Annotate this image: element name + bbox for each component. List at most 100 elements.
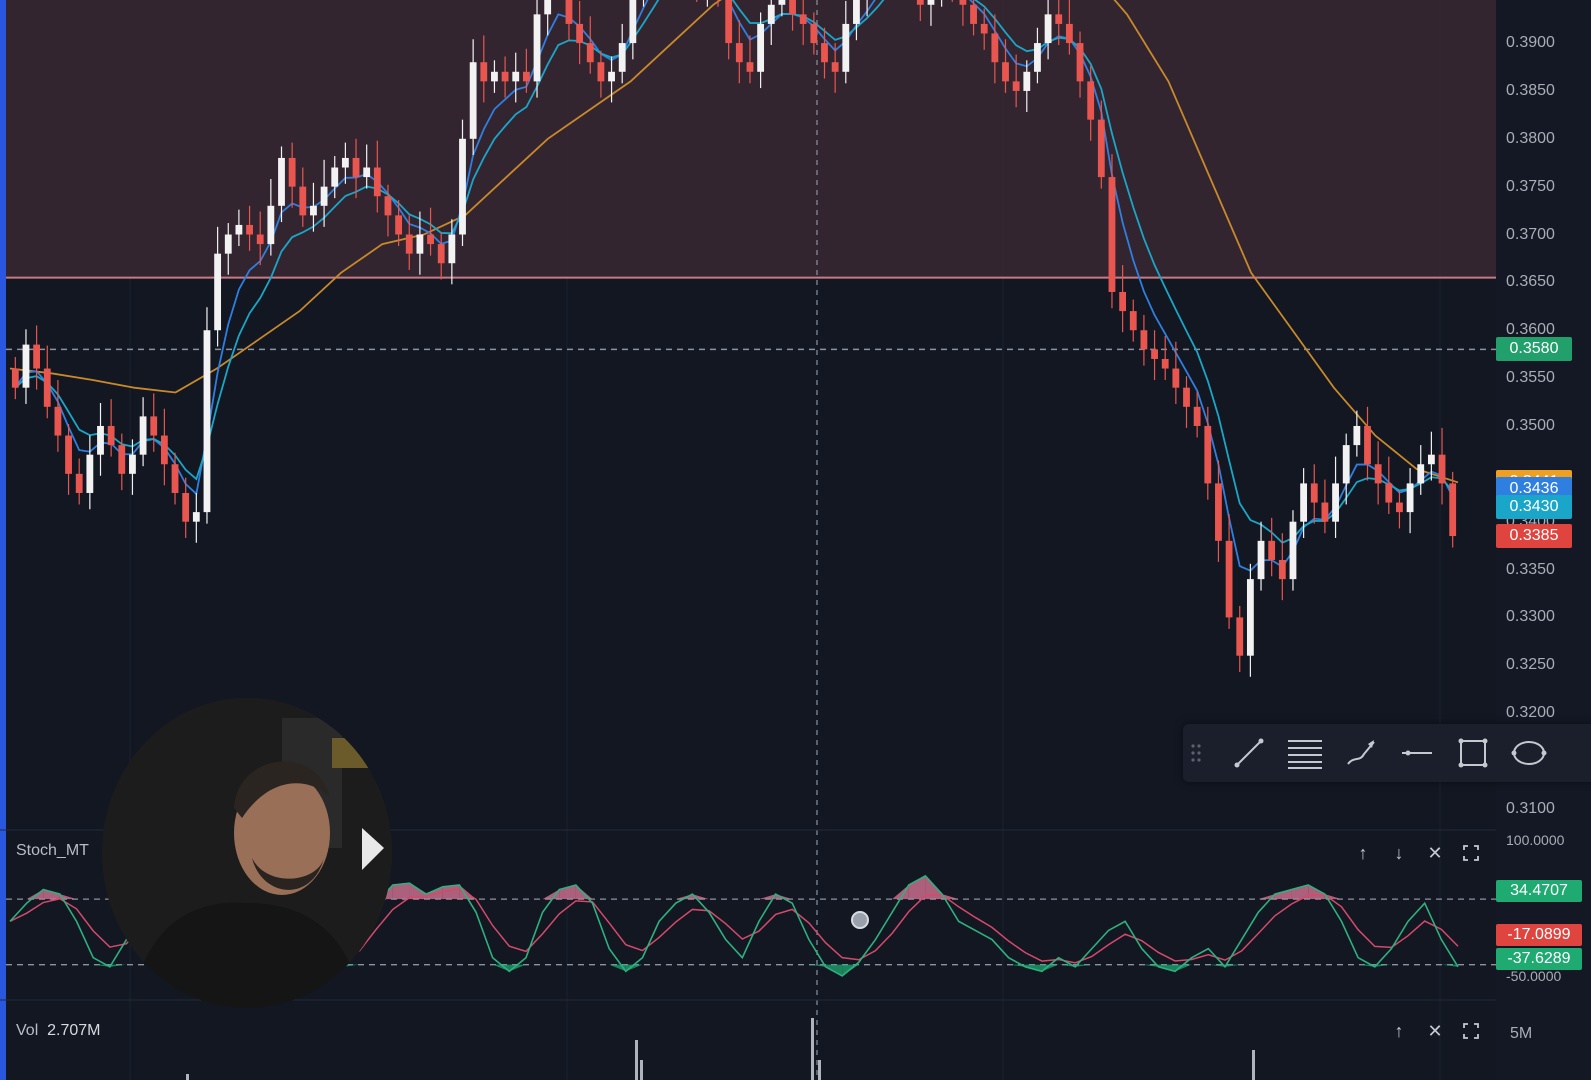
candle bbox=[1012, 81, 1020, 91]
price-axis-tick: 0.3550 bbox=[1506, 369, 1555, 387]
candle bbox=[778, 0, 786, 5]
stoch-oversold-fill bbox=[509, 964, 526, 972]
stoch-overbought-fill bbox=[775, 894, 793, 900]
stoch-overbought-fill bbox=[426, 886, 443, 900]
price-axis-tick: 0.3500 bbox=[1506, 416, 1555, 434]
candle bbox=[916, 0, 924, 5]
candle bbox=[459, 138, 466, 235]
candle bbox=[980, 23, 988, 34]
stoch-oversold-fill bbox=[842, 964, 859, 976]
candle bbox=[1076, 43, 1084, 82]
stoch-value-marker: 34.4707 bbox=[1496, 880, 1582, 902]
maximize-icon[interactable] bbox=[1458, 840, 1484, 866]
candle bbox=[1278, 559, 1286, 580]
candle bbox=[448, 234, 456, 264]
candle bbox=[618, 43, 626, 72]
stoch-overbought-fill bbox=[675, 894, 693, 900]
brush-icon[interactable] bbox=[1341, 733, 1381, 773]
close-icon[interactable]: ✕ bbox=[1427, 1020, 1443, 1041]
candle bbox=[831, 62, 839, 72]
candle bbox=[1406, 483, 1414, 513]
candle bbox=[246, 224, 253, 235]
stoch-axis-tick: -50.0000 bbox=[1506, 967, 1562, 984]
price-axis-tick: 0.3250 bbox=[1506, 656, 1555, 674]
candle bbox=[1161, 358, 1169, 369]
candle bbox=[491, 71, 498, 82]
arrow-up-icon[interactable]: ↑ bbox=[1358, 842, 1368, 863]
volume-bar bbox=[818, 1060, 821, 1080]
candle bbox=[373, 167, 381, 197]
stoch-oversold-fill bbox=[1075, 964, 1092, 967]
candle bbox=[1257, 540, 1265, 580]
candle bbox=[799, 14, 807, 24]
stoch-overbought-fill bbox=[925, 875, 943, 900]
candle bbox=[725, 0, 733, 44]
candle bbox=[203, 330, 211, 513]
candle bbox=[1204, 425, 1212, 484]
candle bbox=[501, 71, 509, 82]
candle bbox=[139, 416, 147, 455]
close-icon[interactable]: ✕ bbox=[1427, 842, 1443, 863]
candle bbox=[597, 62, 605, 82]
candle bbox=[821, 43, 828, 63]
price-axis-tick: 0.3200 bbox=[1506, 704, 1555, 722]
price-marker: 0.3385 bbox=[1496, 524, 1572, 549]
stoch-overbought-fill bbox=[392, 883, 410, 900]
volume-bar bbox=[640, 1060, 643, 1080]
fib-retracement-icon[interactable] bbox=[1285, 733, 1325, 773]
stoch-oversold-fill bbox=[1175, 964, 1192, 972]
candle bbox=[65, 435, 72, 474]
candle bbox=[278, 157, 285, 206]
stoch-overbought-fill bbox=[908, 875, 926, 900]
candle bbox=[853, 0, 860, 24]
candle bbox=[810, 23, 818, 44]
vol-label: Vol bbox=[16, 1022, 39, 1039]
candle bbox=[565, 0, 573, 24]
candle bbox=[384, 196, 392, 216]
candle bbox=[1151, 349, 1158, 359]
candle bbox=[363, 167, 371, 178]
candle bbox=[629, 0, 637, 44]
drawing-toolbar bbox=[1183, 724, 1591, 782]
arrow-down-icon[interactable]: ↓ bbox=[1394, 842, 1404, 863]
price-axis-tick: 0.3800 bbox=[1506, 129, 1555, 147]
candle bbox=[586, 43, 594, 63]
candle bbox=[1427, 454, 1435, 465]
ellipse-icon[interactable] bbox=[1509, 733, 1549, 773]
candle bbox=[533, 14, 541, 82]
horizontal-line-icon[interactable] bbox=[1397, 733, 1437, 773]
stoch-oversold-fill bbox=[1374, 964, 1392, 967]
candle bbox=[1140, 330, 1148, 350]
candle bbox=[608, 71, 615, 82]
price-axis-tick: 0.3300 bbox=[1506, 608, 1555, 626]
candle bbox=[1023, 71, 1031, 91]
candle bbox=[224, 234, 232, 254]
candle bbox=[54, 406, 62, 436]
candle bbox=[522, 71, 530, 82]
candle bbox=[544, 0, 552, 15]
rectangle-icon[interactable] bbox=[1453, 733, 1493, 773]
stoch-overbought-fill bbox=[59, 894, 77, 900]
volume-bar bbox=[1252, 1050, 1255, 1080]
resistance-zone bbox=[6, 0, 1496, 278]
maximize-icon[interactable] bbox=[1458, 1018, 1484, 1044]
vol-value: 2.707M bbox=[47, 1022, 101, 1039]
candle bbox=[1193, 406, 1201, 426]
candle bbox=[1183, 387, 1190, 407]
candle bbox=[1087, 81, 1095, 120]
candle bbox=[1449, 483, 1457, 537]
candle bbox=[1417, 464, 1425, 484]
candle bbox=[320, 186, 328, 206]
price-axis-tick: 0.3700 bbox=[1506, 225, 1555, 243]
candle bbox=[352, 157, 360, 178]
trend-line-icon[interactable] bbox=[1229, 733, 1269, 773]
stoch-overbought-fill bbox=[442, 885, 460, 900]
candle bbox=[256, 234, 264, 245]
stoch-overbought-fill bbox=[1274, 889, 1292, 900]
candle bbox=[927, 0, 935, 5]
drag-handle-icon[interactable] bbox=[1185, 733, 1207, 773]
arrow-up-icon[interactable]: ↑ bbox=[1394, 1020, 1404, 1041]
candle bbox=[43, 368, 51, 407]
candle bbox=[97, 425, 104, 455]
